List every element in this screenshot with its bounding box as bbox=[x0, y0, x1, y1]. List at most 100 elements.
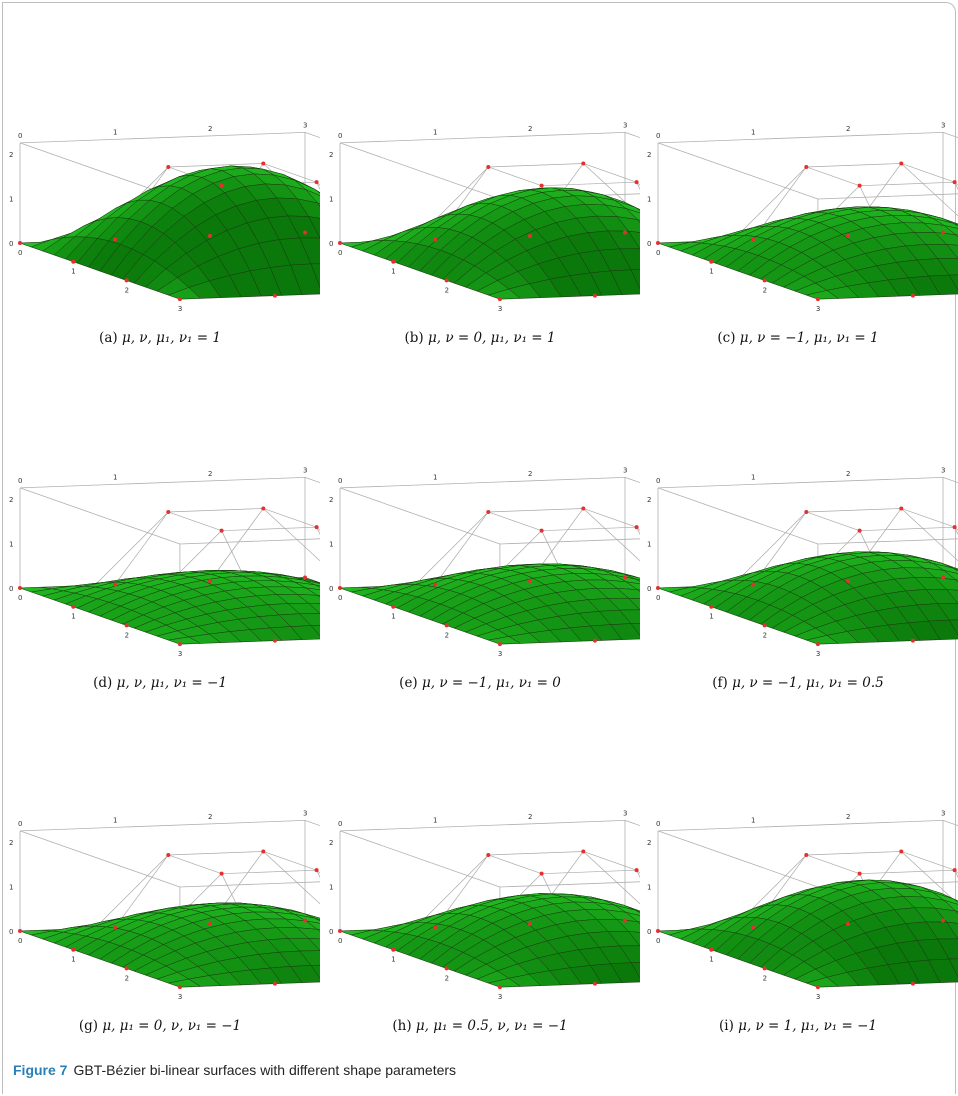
tick-back-1: 1 bbox=[751, 816, 755, 824]
subfigure-caption-g: (g) μ, μ₁ = 0, ν, ν₁ = −1 bbox=[0, 1018, 320, 1034]
tick-z-2: 2 bbox=[647, 496, 651, 504]
tick-z-1: 1 bbox=[9, 541, 13, 549]
tick-front-0: 0 bbox=[656, 249, 660, 257]
panel-b: 0 1 2 3 0 1 2 3 0 1 2 (b) μ, ν = 0, μ₁, ν₁ = 1 bbox=[320, 15, 640, 373]
tick-front-3: 3 bbox=[178, 305, 182, 313]
tick-back-0: 0 bbox=[18, 132, 22, 140]
tick-z-0: 0 bbox=[329, 585, 333, 593]
panel-h: 0 1 2 3 0 1 2 3 0 1 2 (h) μ, μ₁ = 0.5, ν, ν₁ = −1 bbox=[320, 703, 640, 1061]
tick-back-2: 2 bbox=[208, 125, 212, 133]
tick-back-2: 2 bbox=[846, 813, 850, 821]
subfigure-parameters: μ, ν = −1, μ₁, ν₁ = 0 bbox=[422, 675, 561, 691]
control-points bbox=[18, 849, 319, 990]
tick-back-3: 3 bbox=[303, 466, 307, 474]
subfigure-caption-e: (e) μ, ν = −1, μ₁, ν₁ = 0 bbox=[320, 675, 640, 691]
tick-front-3: 3 bbox=[178, 650, 182, 658]
tick-front-0: 0 bbox=[18, 249, 22, 257]
tick-front-0: 0 bbox=[656, 594, 660, 602]
tick-front-0: 0 bbox=[656, 937, 660, 945]
subfigure-label: (f) bbox=[712, 675, 728, 691]
tick-back-1: 1 bbox=[433, 128, 437, 136]
subfigure-caption-h: (h) μ, μ₁ = 0.5, ν, ν₁ = −1 bbox=[320, 1018, 640, 1034]
tick-front-1: 1 bbox=[391, 956, 395, 964]
surface-mesh bbox=[657, 551, 958, 645]
tick-back-0: 0 bbox=[656, 820, 660, 828]
surface-plot-i: 0 1 2 3 0 1 2 3 0 1 2 bbox=[647, 809, 958, 1001]
tick-back-3: 3 bbox=[303, 121, 307, 129]
tick-front-0: 0 bbox=[18, 594, 22, 602]
tick-back-2: 2 bbox=[528, 470, 532, 478]
subfigure-label: (g) bbox=[78, 1018, 99, 1034]
tick-z-2: 2 bbox=[647, 151, 651, 159]
subfigure-parameters: μ, ν = −1, μ₁, ν₁ = 1 bbox=[739, 330, 879, 346]
tick-front-3: 3 bbox=[178, 993, 182, 1001]
tick-front-2: 2 bbox=[125, 631, 129, 639]
tick-front-3: 3 bbox=[816, 650, 820, 658]
subfigure-label: (i) bbox=[719, 1018, 734, 1034]
subfigure-parameters: μ, ν, μ₁, ν₁ = 1 bbox=[121, 330, 221, 346]
control-points bbox=[656, 849, 957, 990]
tick-back-0: 0 bbox=[656, 477, 660, 485]
subfigure-caption-a: (a) μ, ν, μ₁, ν₁ = 1 bbox=[0, 330, 320, 346]
tick-z-2: 2 bbox=[329, 151, 333, 159]
panel-e: 0 1 2 3 0 1 2 3 0 1 2 (e) μ, ν = −1, μ₁, ν₁ = 0 bbox=[320, 360, 640, 718]
tick-back-3: 3 bbox=[303, 809, 307, 817]
tick-front-1: 1 bbox=[709, 268, 713, 276]
tick-z-2: 2 bbox=[329, 839, 333, 847]
tick-back-0: 0 bbox=[18, 820, 22, 828]
tick-back-3: 3 bbox=[941, 466, 945, 474]
tick-z-0: 0 bbox=[329, 928, 333, 936]
control-points bbox=[656, 506, 957, 647]
control-points bbox=[338, 506, 639, 647]
tick-z-0: 0 bbox=[647, 928, 651, 936]
tick-back-2: 2 bbox=[208, 470, 212, 478]
surface-mesh bbox=[657, 879, 958, 988]
tick-z-0: 0 bbox=[647, 240, 651, 248]
tick-back-1: 1 bbox=[113, 473, 117, 481]
subfigure-label: (e) bbox=[399, 675, 418, 691]
tick-front-1: 1 bbox=[71, 956, 75, 964]
subfigure-label: (c) bbox=[717, 330, 736, 346]
tick-back-1: 1 bbox=[433, 816, 437, 824]
tick-back-1: 1 bbox=[113, 128, 117, 136]
subfigure-caption-i: (i) μ, ν = 1, μ₁, ν₁ = −1 bbox=[638, 1018, 958, 1034]
subfigure-parameters: μ, ν = 1, μ₁, ν₁ = −1 bbox=[738, 1018, 877, 1034]
tick-back-2: 2 bbox=[528, 813, 532, 821]
control-points bbox=[656, 161, 957, 302]
tick-front-2: 2 bbox=[763, 974, 767, 982]
tick-z-1: 1 bbox=[647, 541, 651, 549]
panel-c: 0 1 2 3 0 1 2 3 0 1 2 (c) μ, ν = −1, μ₁, ν₁ = 1 bbox=[638, 15, 958, 373]
tick-front-1: 1 bbox=[709, 956, 713, 964]
tick-z-1: 1 bbox=[647, 196, 651, 204]
surface-mesh bbox=[339, 187, 640, 300]
tick-z-1: 1 bbox=[329, 196, 333, 204]
tick-back-3: 3 bbox=[623, 466, 627, 474]
subfigure-caption-f: (f) μ, ν = −1, μ₁, ν₁ = 0.5 bbox=[638, 675, 958, 691]
control-points bbox=[18, 506, 319, 647]
tick-front-3: 3 bbox=[816, 993, 820, 1001]
tick-back-3: 3 bbox=[623, 121, 627, 129]
tick-front-2: 2 bbox=[445, 286, 449, 294]
tick-z-2: 2 bbox=[9, 496, 13, 504]
tick-front-2: 2 bbox=[763, 631, 767, 639]
tick-front-2: 2 bbox=[445, 631, 449, 639]
tick-front-3: 3 bbox=[498, 993, 502, 1001]
surface-mesh bbox=[19, 165, 320, 300]
subfigure-caption-b: (b) μ, ν = 0, μ₁, ν₁ = 1 bbox=[320, 330, 640, 346]
figure-label: Figure 7 bbox=[13, 1062, 68, 1078]
surface-plot-g: 0 1 2 3 0 1 2 3 0 1 2 bbox=[9, 809, 320, 1001]
tick-front-0: 0 bbox=[338, 937, 342, 945]
tick-z-1: 1 bbox=[329, 541, 333, 549]
surface-plot-e: 0 1 2 3 0 1 2 3 0 1 2 bbox=[329, 466, 640, 658]
figure-caption: Figure 7 GBT-Bézier bi-linear surfaces wi… bbox=[13, 1062, 456, 1078]
tick-back-3: 3 bbox=[941, 121, 945, 129]
tick-back-2: 2 bbox=[846, 470, 850, 478]
tick-back-0: 0 bbox=[338, 132, 342, 140]
control-points bbox=[18, 161, 319, 302]
tick-z-2: 2 bbox=[9, 839, 13, 847]
tick-back-1: 1 bbox=[113, 816, 117, 824]
subfigure-label: (a) bbox=[99, 330, 118, 346]
surface-mesh bbox=[657, 206, 958, 300]
surface-mesh bbox=[339, 893, 640, 988]
